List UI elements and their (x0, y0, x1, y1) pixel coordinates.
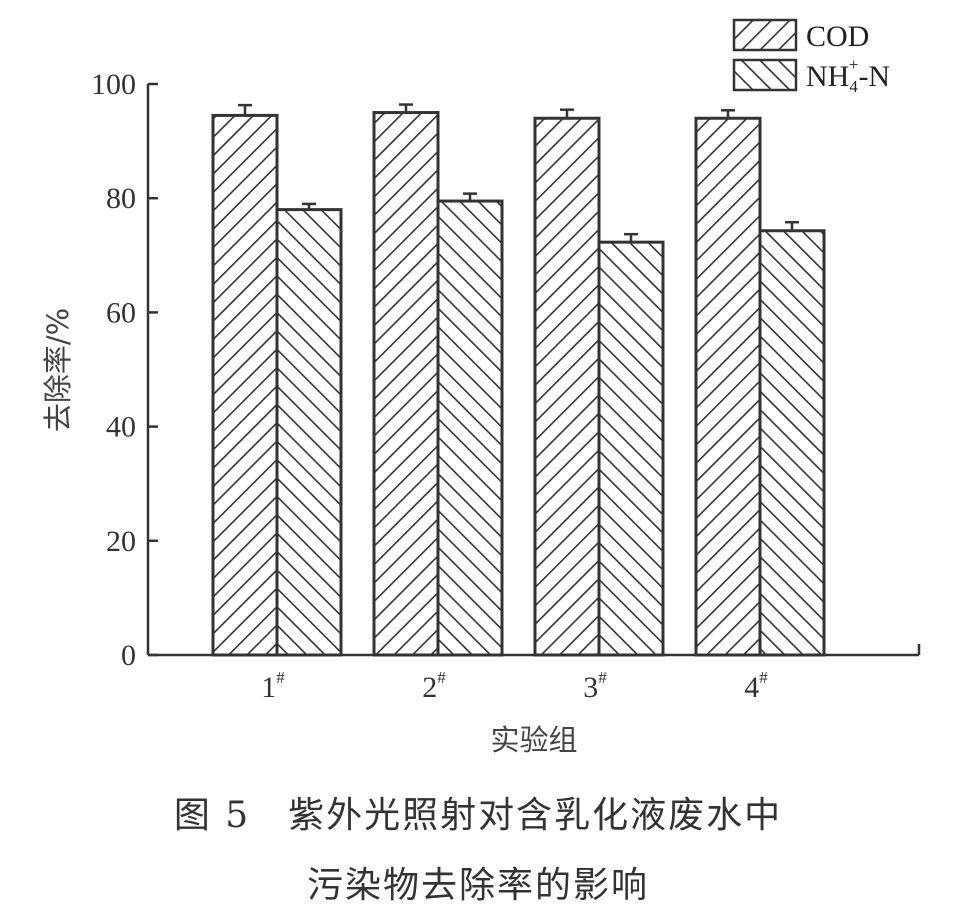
bar-chart: 0 20 40 60 80 100 1# 2# 3# 4# 去除率/% 实验组 COD NH4 +… (41, 18, 921, 757)
y-tick-label: 20 (106, 525, 136, 558)
legend-nh-sub: 4 (849, 77, 858, 96)
x-axis-title: 实验组 (490, 723, 577, 757)
bar-cod-group-4 (694, 116, 762, 657)
legend-label-cod: COD (806, 20, 869, 53)
y-tick-label: 40 (106, 411, 136, 444)
legend-nh-sup: + (849, 55, 859, 74)
y-tick-label: 80 (106, 182, 136, 215)
x-tick-label-4: 4# (744, 668, 768, 704)
legend-swatch-cod (732, 18, 798, 52)
legend-nh-main: NH (806, 60, 849, 93)
x-tick-label-1: 1# (261, 668, 285, 704)
x-tick-label-2: 2# (422, 668, 446, 704)
legend-label-nh4: NH4 +-N (806, 55, 890, 96)
bar-cod-group-1 (211, 113, 279, 657)
bars (211, 103, 826, 657)
y-axis-title: 去除率/% (41, 308, 75, 432)
bar-nh4-group-1 (275, 208, 343, 657)
x-tick-label-3: 3# (583, 668, 607, 704)
y-tick-label: 100 (91, 68, 136, 101)
bar-nh4-group-4 (758, 229, 826, 657)
bar-cod-group-2 (372, 111, 440, 657)
figure-caption-line-1: 图 5 紫外光照射对含乳化液废水中 (173, 795, 783, 836)
bar-cod-group-3 (533, 116, 601, 657)
bar-nh4-group-2 (436, 199, 504, 657)
bar-nh4-group-3 (597, 240, 665, 657)
y-tick-label: 60 (106, 296, 136, 329)
legend: COD NH4 +-N (732, 18, 890, 96)
x-ticks: 1# 2# 3# 4# (261, 668, 768, 704)
y-tick-label: 0 (121, 639, 136, 672)
legend-swatch-nh4 (732, 58, 798, 92)
y-ticks: 0 20 40 60 80 100 (91, 68, 158, 672)
legend-nh-tail: -N (858, 60, 890, 93)
figure-caption-line-2: 污染物去除率的影响 (306, 865, 649, 906)
